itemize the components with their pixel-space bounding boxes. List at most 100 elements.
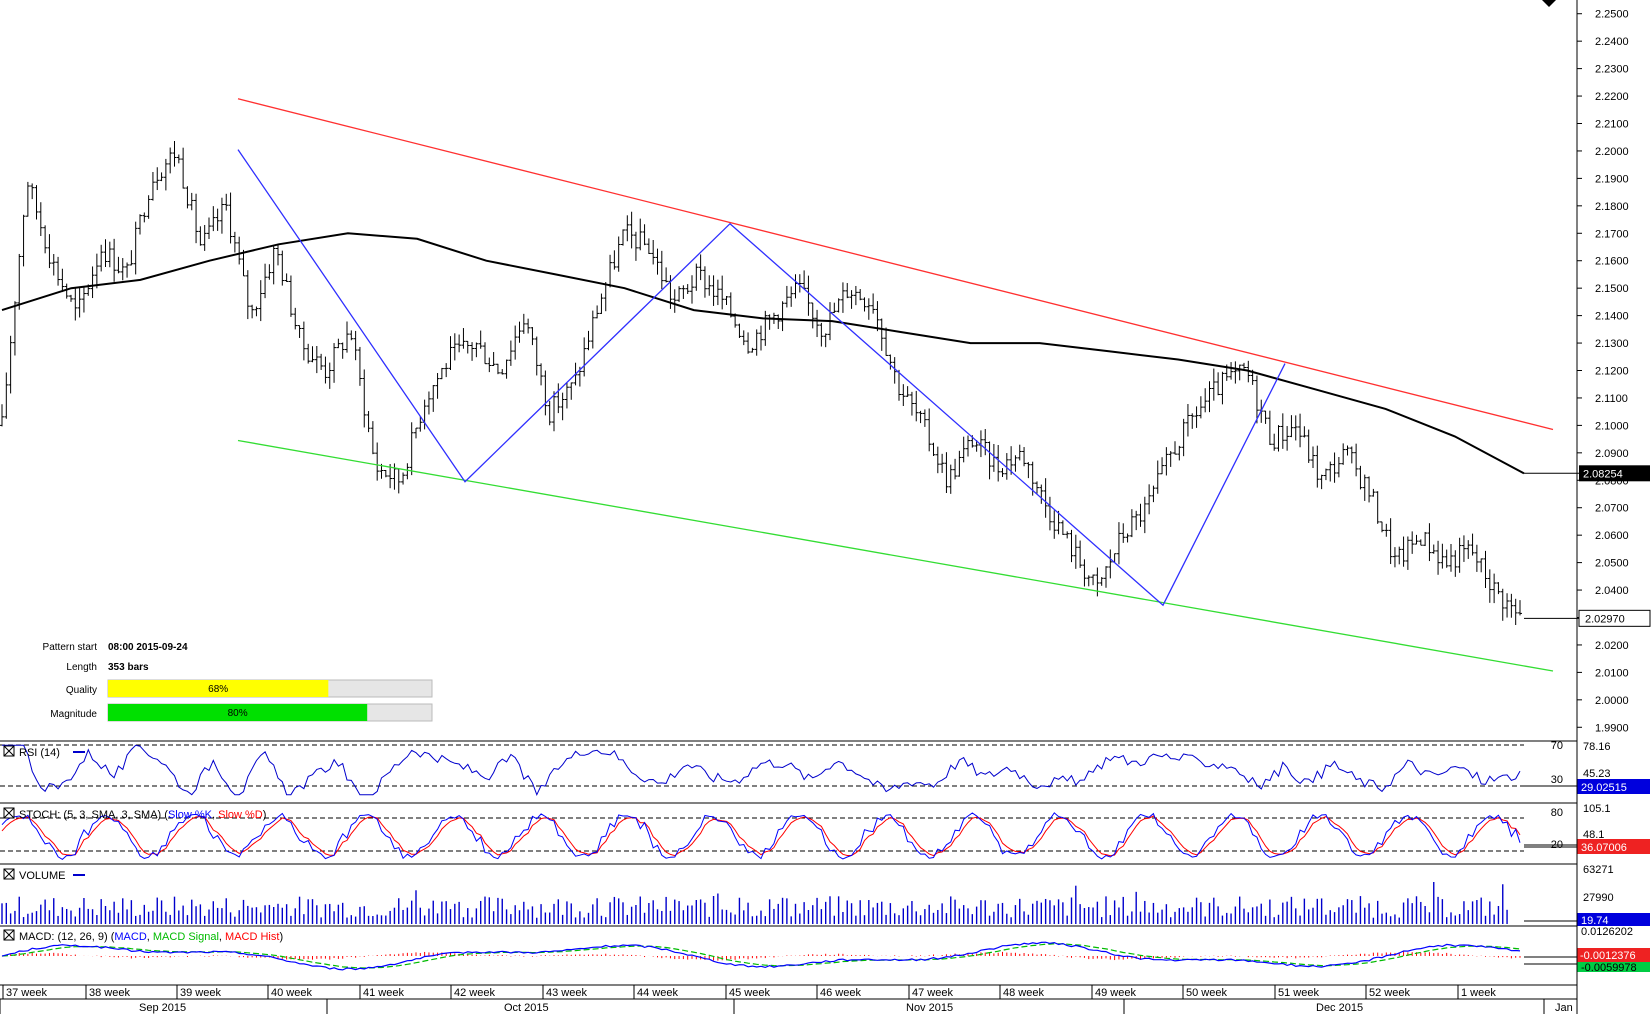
ohlc-bar [1056, 510, 1061, 535]
ohlc-bar [43, 225, 48, 254]
price-tick-label: 2.0700 [1595, 503, 1629, 515]
ohlc-bar [1069, 529, 1074, 563]
ohlc-bar [314, 345, 319, 374]
ohlc-bar [776, 314, 781, 329]
ohlc-bar [267, 264, 272, 280]
ohlc-bar [375, 442, 380, 481]
ohlc-bar [694, 263, 699, 291]
price-tick-label: 2.0400 [1595, 585, 1629, 597]
ohlc-bar [345, 321, 349, 353]
ohlc-bar [659, 250, 664, 290]
ohlc-bar [30, 183, 35, 200]
ohlc-bar [1492, 573, 1497, 604]
ohlc-bar [500, 369, 505, 375]
ohlc-bar [715, 279, 720, 306]
ohlc-bar [452, 333, 457, 361]
macd-title: MACD: (12, 26, 9) (MACD, MACD Signal, MA… [19, 931, 283, 943]
scroll-marker-icon[interactable] [1542, 0, 1556, 7]
price-tick-label: 2.0200 [1595, 640, 1629, 652]
ohlc-bar [1099, 577, 1104, 586]
price-tick-label: 2.0100 [1595, 667, 1629, 679]
ohlc-bar [38, 202, 43, 236]
ohlc-bar [1211, 368, 1216, 401]
rsi-current-badge [1577, 779, 1650, 794]
ohlc-bar [1125, 533, 1130, 543]
ohlc-bar [1285, 426, 1290, 451]
ohlc-bar [1362, 474, 1367, 501]
ohlc-bar [849, 290, 854, 309]
price-tick-label: 2.1400 [1595, 311, 1629, 323]
ohlc-bar [237, 236, 242, 265]
ohlc-bar [1306, 429, 1311, 463]
ohlc-bar [457, 334, 462, 353]
price-tick-label: 2.1200 [1595, 366, 1629, 378]
ohlc-bar [914, 390, 919, 422]
ohlc-bar [1479, 558, 1484, 573]
month-label: Sep 2015 [139, 1002, 186, 1014]
ohlc-bar [168, 147, 173, 174]
ohlc-bar [1237, 364, 1242, 381]
ohlc-bar [1388, 518, 1393, 565]
ohlc-bar [595, 305, 600, 319]
ohlc-bar [935, 446, 940, 474]
ohlc-bar [586, 330, 591, 351]
price-tick-label: 2.1000 [1595, 420, 1629, 432]
magnitude-value: 80% [228, 708, 248, 719]
ohlc-bar [1073, 534, 1078, 569]
ohlc-bar [1315, 445, 1320, 488]
ohlc-bar [1371, 488, 1376, 497]
ohlc-bar [426, 391, 431, 415]
ohlc-bar [879, 318, 884, 351]
ohlc-bar [1414, 534, 1419, 545]
month-label: Jan [1555, 1002, 1573, 1014]
ohlc-bar [431, 385, 436, 412]
macd-signal-current-badge [1577, 960, 1650, 972]
ohlc-bar [310, 346, 315, 363]
ohlc-bar [194, 193, 199, 244]
ohlc-bar [172, 140, 177, 167]
stoch-axis-mid: 48.1 [1583, 829, 1604, 841]
ohlc-bar [1341, 443, 1346, 465]
ohlc-bar [1354, 443, 1359, 477]
ohlc-bar [263, 263, 268, 299]
ohlc-bar [280, 250, 285, 286]
macd-current-value: -0.0012376 [1580, 950, 1636, 962]
ohlc-bar [517, 321, 522, 343]
ohlc-bar [1181, 418, 1186, 457]
ohlc-bar [202, 224, 207, 251]
ma-value-label: 2.08254 [1583, 468, 1623, 480]
macd-signal-line [1, 943, 1521, 969]
ohlc-bar [1151, 485, 1156, 503]
ohlc-bar [219, 197, 224, 234]
ohlc-bar [996, 445, 1001, 482]
ohlc-bar [306, 343, 311, 364]
ohlc-bar [1375, 491, 1380, 524]
ohlc-bar [845, 283, 850, 299]
ohlc-bar [1509, 593, 1514, 618]
ohlc-bar [1177, 445, 1182, 461]
stoch-slow-d-line [1, 815, 1521, 857]
ohlc-bar [940, 453, 945, 473]
ohlc-bar [90, 266, 95, 299]
quality-value: 68% [208, 684, 228, 695]
ohlc-bar [181, 147, 186, 189]
ohlc-bar [228, 192, 233, 244]
ohlc-bar [629, 211, 634, 249]
ohlc-bar [987, 441, 992, 480]
ohlc-bar [1043, 478, 1048, 518]
volume-current-value: 19.74 [1581, 915, 1609, 927]
price-tick-label: 2.1300 [1595, 338, 1629, 350]
macd-histogram [1, 951, 1521, 961]
ohlc-bar [569, 382, 574, 400]
week-label: 41 week [363, 987, 404, 999]
quality-bar-fill [108, 680, 329, 697]
ohlc-bar [8, 335, 13, 394]
ohlc-bar [1168, 451, 1173, 467]
ohlc-bar [1194, 406, 1199, 428]
ohlc-bar [1065, 531, 1070, 539]
ohlc-bar [418, 416, 423, 432]
ohlc-bar [47, 234, 52, 269]
ohlc-bar [189, 192, 194, 211]
ohlc-bar [1060, 520, 1065, 536]
